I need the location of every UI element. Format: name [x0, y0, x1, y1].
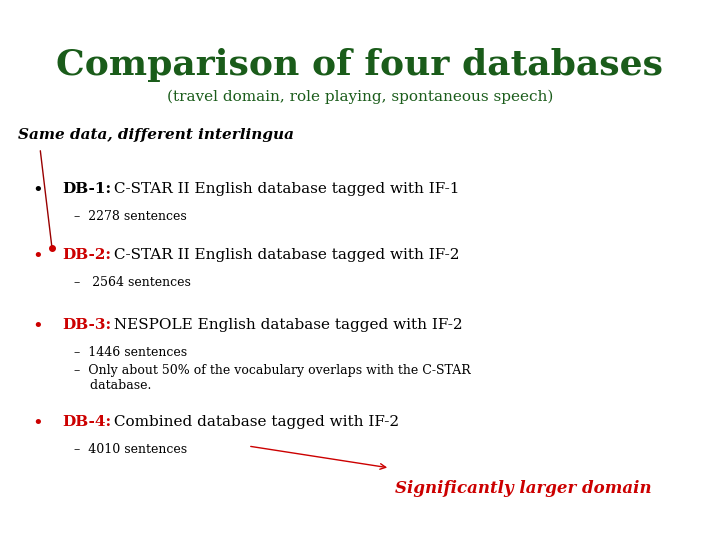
Text: Significantly larger domain: Significantly larger domain [395, 480, 652, 497]
Text: C-STAR II English database tagged with IF-2: C-STAR II English database tagged with I… [109, 248, 460, 262]
Text: –  1446 sentences: – 1446 sentences [74, 346, 187, 359]
Text: –  2278 sentences: – 2278 sentences [74, 210, 186, 223]
Text: Comparison of four databases: Comparison of four databases [56, 48, 664, 82]
Text: (travel domain, role playing, spontaneous speech): (travel domain, role playing, spontaneou… [167, 90, 553, 104]
Text: •: • [32, 318, 43, 336]
Text: –   2564 sentences: – 2564 sentences [74, 276, 191, 289]
Text: Same data, different interlingua: Same data, different interlingua [18, 128, 294, 142]
Text: DB-3:: DB-3: [62, 318, 111, 332]
Text: DB-4:: DB-4: [62, 415, 111, 429]
Text: Combined database tagged with IF-2: Combined database tagged with IF-2 [109, 415, 400, 429]
Text: –  4010 sentences: – 4010 sentences [74, 443, 187, 456]
Text: •: • [32, 415, 43, 433]
Text: •: • [32, 248, 43, 266]
Text: DB-2:: DB-2: [62, 248, 111, 262]
Text: NESPOLE English database tagged with IF-2: NESPOLE English database tagged with IF-… [109, 318, 463, 332]
Text: C-STAR II English database tagged with IF-1: C-STAR II English database tagged with I… [109, 182, 460, 196]
Text: •: • [32, 182, 43, 200]
Text: –  Only about 50% of the vocabulary overlaps with the C-STAR
    database.: – Only about 50% of the vocabulary overl… [74, 364, 471, 392]
Text: DB-1:: DB-1: [62, 182, 111, 196]
